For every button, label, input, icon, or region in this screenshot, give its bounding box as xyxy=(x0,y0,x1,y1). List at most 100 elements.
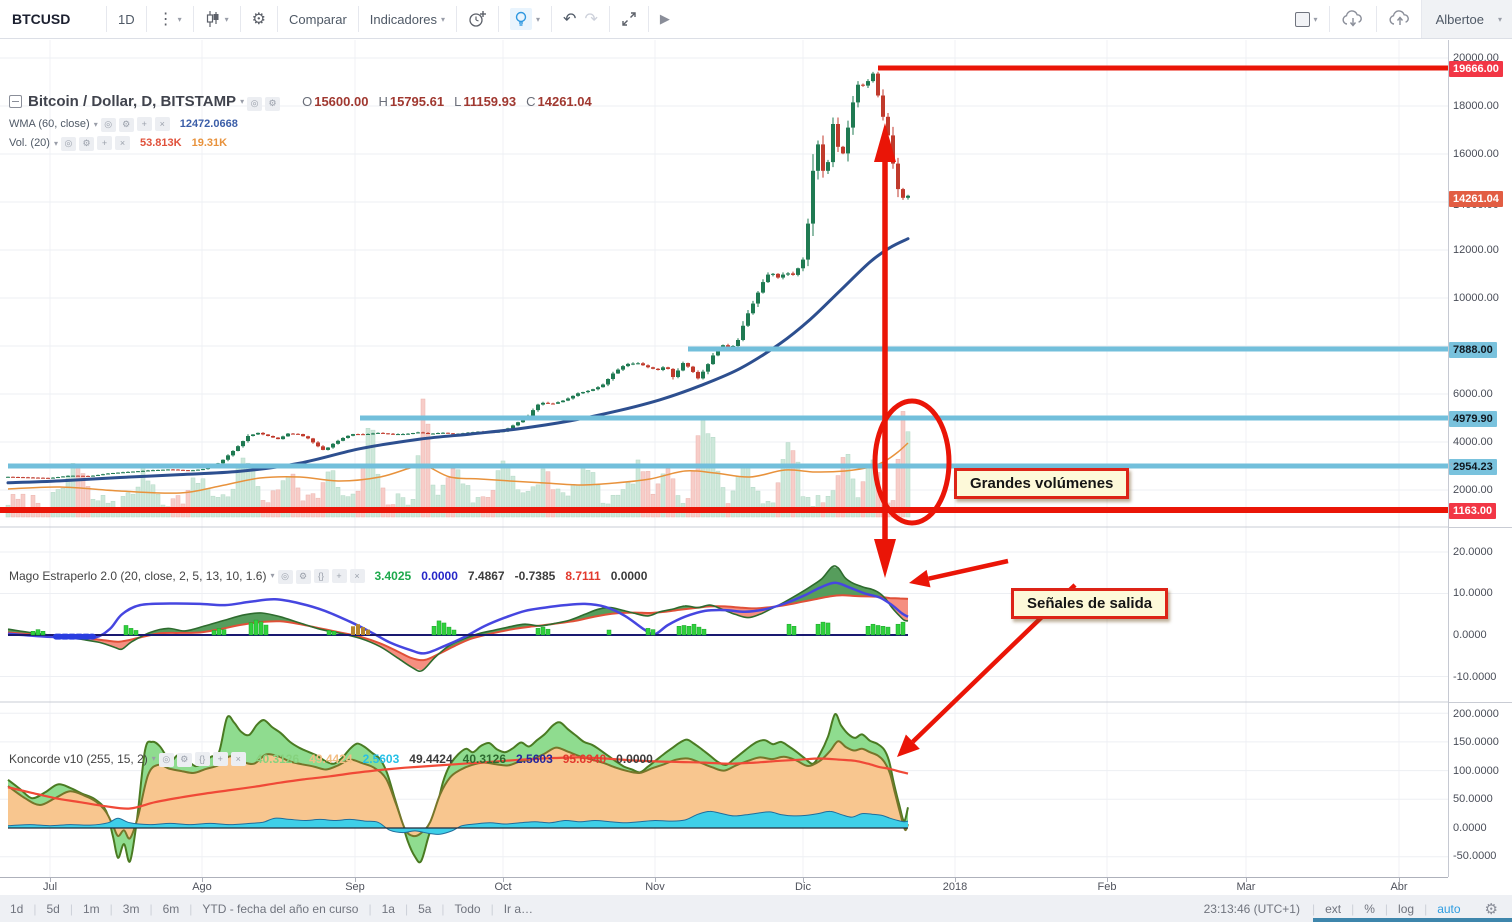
close-icon[interactable]: × xyxy=(230,752,246,766)
divider xyxy=(145,6,147,32)
chevron-down-icon: ▾ xyxy=(270,571,275,581)
symbol-search-field[interactable]: BTCUSD xyxy=(12,11,71,27)
eye-icon[interactable]: ◎ xyxy=(158,752,174,767)
range-button-todo[interactable]: Todo xyxy=(454,901,481,916)
indicators-button[interactable]: Indicadores ▾ xyxy=(361,0,454,38)
time-axis-tick xyxy=(803,878,804,882)
range-button-1m[interactable]: 1m xyxy=(82,901,100,916)
range-button-6m[interactable]: 6m xyxy=(162,901,180,916)
scale-button-auto[interactable]: auto xyxy=(1437,901,1461,916)
time-axis-label: 2018 xyxy=(942,881,968,893)
close-icon[interactable]: × xyxy=(154,117,170,131)
ideas-button[interactable]: ▾ xyxy=(501,0,549,38)
gear-icon[interactable]: ⚙ xyxy=(118,117,134,132)
interval-button[interactable]: 1D xyxy=(118,11,135,27)
range-button-ir-a-[interactable]: Ir a… xyxy=(503,901,534,916)
undo-button[interactable]: ↶ xyxy=(563,11,577,28)
time-axis-tick xyxy=(1107,878,1108,882)
chevron-down-icon: ▾ xyxy=(441,14,446,24)
scale-button-ext[interactable]: ext xyxy=(1325,901,1342,916)
time-axis-label: Jul xyxy=(42,881,58,893)
indicator-value: 2.5603 xyxy=(516,751,553,766)
indicator-value: 95.6940 xyxy=(562,751,607,766)
time-axis-tick xyxy=(655,878,656,882)
load-layout-button[interactable] xyxy=(1332,0,1374,38)
eye-icon[interactable]: ◎ xyxy=(100,117,116,132)
time-axis[interactable]: Jul Ago Sep Oct Nov Dic 2018 Feb Mar Abr xyxy=(0,877,1448,895)
symbol-menu-icon[interactable] xyxy=(9,95,22,109)
scale-button-percent[interactable]: % xyxy=(1364,901,1375,916)
koncorde-legend[interactable]: Koncorde v10 (255, 15, 2) ▾ ◎ ⚙{} + × 40.31… xyxy=(9,751,653,767)
range-button-1a[interactable]: 1a xyxy=(381,901,395,916)
add-alert-button[interactable] xyxy=(459,0,496,38)
replay-button[interactable]: ▶ xyxy=(651,0,679,38)
price-axis[interactable]: 20000.0019666.0018000.0016000.0014000.00… xyxy=(1448,40,1512,877)
axis-collapse-arrow[interactable]: ‹ xyxy=(1450,459,1454,470)
volume-legend[interactable]: Vol. (20) ▾ ◎ ⚙ + × 53.813K 19.31K xyxy=(9,136,227,151)
divider xyxy=(551,6,553,32)
close-icon[interactable]: × xyxy=(349,569,365,583)
ohlc-label: H xyxy=(378,94,388,110)
gear-icon: ⚙ xyxy=(251,11,266,28)
add-icon[interactable]: + xyxy=(136,117,152,131)
add-icon[interactable]: + xyxy=(331,569,347,583)
add-icon[interactable]: + xyxy=(212,752,228,766)
eye-icon[interactable]: ◎ xyxy=(247,96,263,111)
save-layout-button[interactable] xyxy=(1379,0,1421,38)
wma-value: 12472.0668 xyxy=(179,118,238,131)
gear-icon[interactable]: ⚙ xyxy=(265,96,281,111)
layout-select-button[interactable]: ▾ xyxy=(1286,0,1327,38)
ohlc-values: O 15600.00 H 15795.61 L 11159.93 C 14261.04 xyxy=(292,94,592,109)
redo-button[interactable]: ↷ xyxy=(584,11,598,28)
source-icon[interactable]: {} xyxy=(313,569,329,583)
gear-icon[interactable]: ⚙ xyxy=(176,752,192,767)
gear-icon[interactable]: ⚙ xyxy=(78,136,94,151)
close-icon[interactable]: × xyxy=(114,136,130,150)
user-menu-button[interactable]: Albertoe ▾ xyxy=(1420,0,1512,38)
bottom-notification-strip xyxy=(1313,918,1512,922)
chart-canvas[interactable] xyxy=(0,40,1448,877)
indicator-value: 49.4424 xyxy=(309,751,353,766)
eye-icon[interactable]: ◎ xyxy=(60,136,76,151)
ohlc-value: 15600.00 xyxy=(314,94,369,110)
symbol-legend[interactable]: Bitcoin / Dollar, D, BITSTAMP ▾ ◎ ⚙ O 1560… xyxy=(9,93,592,111)
top-toolbar: BTCUSD 1D ⋮ ▾ ▾ ⚙ Comparar Indicadores ▾ xyxy=(0,0,1512,39)
wma-legend[interactable]: WMA (60, close) ▾ ◎ ⚙ + × 12472.0668 xyxy=(9,117,238,132)
intervals-menu-button[interactable]: ⋮ ▾ xyxy=(149,0,191,38)
time-axis-label: Nov xyxy=(645,881,665,893)
time-axis-tick xyxy=(1246,878,1247,882)
add-icon[interactable]: + xyxy=(96,136,112,150)
symbol-legend-chips: ◎ ⚙ xyxy=(244,93,281,111)
axis-price-badge: 1163.00 xyxy=(1449,503,1497,519)
mago-legend[interactable]: Mago Estraperlo 2.0 (20, close, 2, 5, 13… xyxy=(9,568,647,584)
chart-type-button[interactable]: ▾ xyxy=(196,0,238,38)
range-button-5d[interactable]: 5d xyxy=(46,901,60,916)
indicator-value: 8.7111 xyxy=(565,568,601,583)
undo-redo-group: ↶ ↷ xyxy=(554,0,607,38)
axis-label: 2000.00 xyxy=(1453,484,1493,496)
axis-label: 12000.00 xyxy=(1453,244,1499,256)
fullscreen-button[interactable] xyxy=(612,0,646,38)
range-button-1d[interactable]: 1d xyxy=(10,901,24,916)
axis-label: 6000.00 xyxy=(1453,388,1493,400)
source-icon[interactable]: {} xyxy=(194,752,210,766)
callout-senales-salida[interactable]: Señales de salida xyxy=(1011,588,1169,619)
chart-properties-button[interactable]: ⚙ xyxy=(243,0,275,38)
time-axis-tick xyxy=(202,878,203,882)
gear-icon[interactable]: ⚙ xyxy=(1484,900,1498,918)
gear-icon[interactable]: ⚙ xyxy=(295,569,311,584)
eye-icon[interactable]: ◎ xyxy=(277,569,293,584)
range-button-3m[interactable]: 3m xyxy=(122,901,140,916)
axis-price-badge: 19666.00 xyxy=(1449,61,1503,77)
compare-button[interactable]: Comparar xyxy=(289,11,347,27)
callout-grandes-volumenes[interactable]: Grandes volúmenes xyxy=(954,468,1130,499)
clock-label: 23:13:46 (UTC+1) xyxy=(1203,901,1300,916)
axis-label: 150.0000 xyxy=(1453,736,1499,748)
divider: | xyxy=(368,901,372,916)
chevron-down-icon: ▾ xyxy=(177,14,182,24)
scale-button-log[interactable]: log xyxy=(1398,901,1415,916)
mago-values: 3.4025 0.0000 7.4867 -0.7385 8.7111 0.0000 xyxy=(365,569,648,583)
range-button-ytd-fecha-del-a-o-en-curso[interactable]: YTD - fecha del año en curso xyxy=(202,901,359,916)
range-button-5a[interactable]: 5a xyxy=(418,901,432,916)
divider xyxy=(608,6,610,32)
